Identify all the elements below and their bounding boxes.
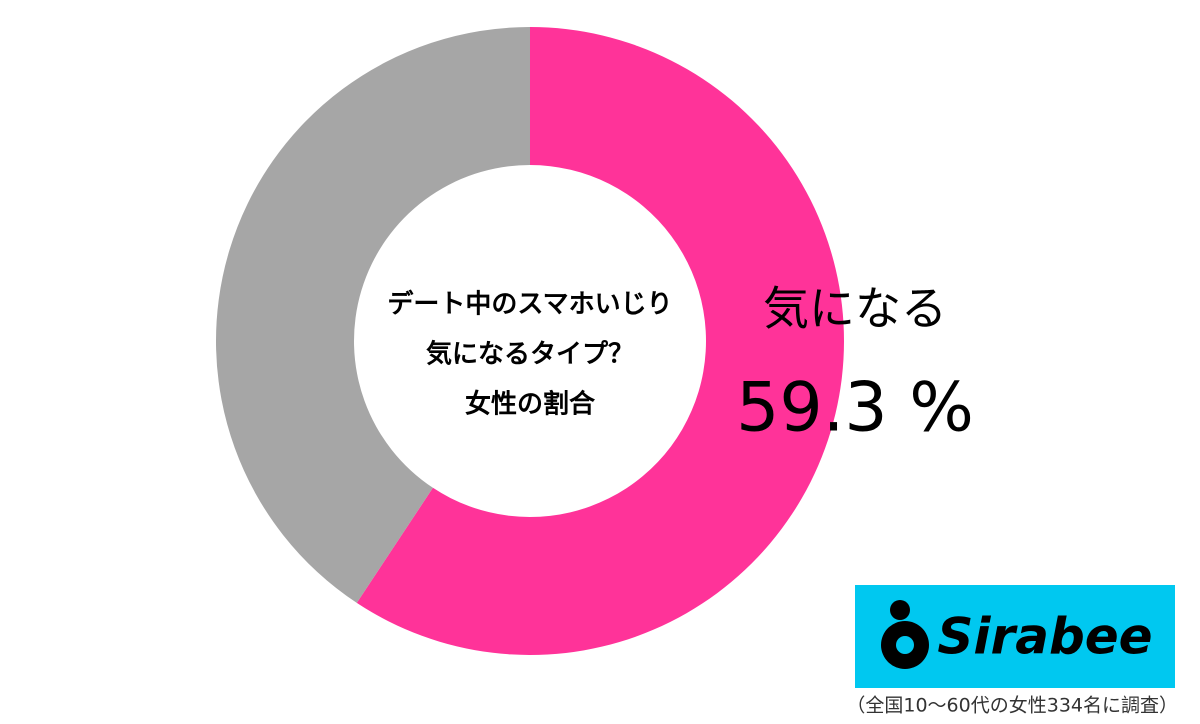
logo-icon: [896, 636, 914, 654]
donut: [216, 27, 844, 655]
note: （全国10～60代の女性334名に調査）: [846, 695, 1178, 717]
logo-text: Sirabee: [937, 608, 1152, 666]
title-line: 気になるタイプ？: [426, 339, 634, 370]
center-title: デート中のスマホいじり 気になるタイプ？ 女性の割合: [387, 289, 672, 420]
category-label: 気になる: [763, 282, 947, 336]
value-label: 59.3 %: [736, 369, 974, 448]
logo: Sirabee: [855, 585, 1175, 688]
donut-segment: [216, 27, 530, 603]
title-line: 女性の割合: [465, 389, 596, 420]
logo-icon: [890, 600, 910, 620]
title-line: デート中のスマホいじり: [387, 289, 672, 320]
donut-segment: [356, 27, 844, 655]
